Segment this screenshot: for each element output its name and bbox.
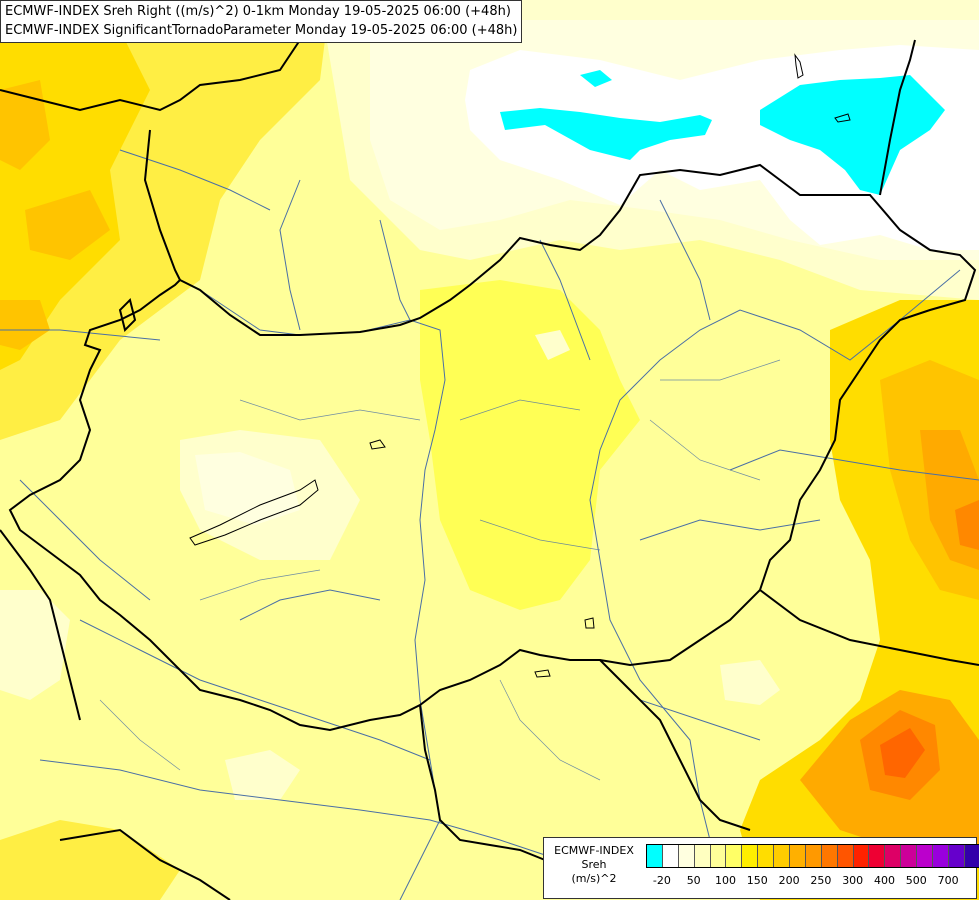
legend-tick-label: 500 [905,874,927,887]
legend-swatch [647,845,663,867]
river-west-2 [0,329,161,341]
legend-swatch [790,845,806,867]
legend-swatch [774,845,791,867]
border-sw [0,529,81,721]
legend-swatches [646,844,979,868]
sreh-zone-center-bright [420,280,640,610]
legend-swatch [837,845,854,867]
legend-swatch [917,845,934,867]
legend-tick-label: 100 [715,874,736,887]
legend-tick-label: 200 [778,874,800,887]
lake-small-5 [794,53,804,79]
map-title-line-1: ECMWF-INDEX Sreh Right ((m/s)^2) 0-1km M… [5,4,511,19]
sreh-zone-center-paler [195,452,300,525]
color-legend: ECMWF-INDEX Sreh (m/s)^2 -20 50 100 150 200 2… [543,837,979,899]
sreh-zone-west-orange [0,80,50,170]
border-se-1 [759,589,979,666]
legend-swatch [869,845,886,867]
legend-swatch [901,845,918,867]
river-drava [79,619,431,761]
legend-swatch [948,845,965,867]
border-south-2 [599,659,751,831]
legend-swatch [678,845,695,867]
admin-lines [99,359,781,781]
rivers [0,149,979,900]
lake-small-1 [369,439,386,450]
sreh-zone-sw-light [0,590,70,700]
border-ne [879,39,916,196]
border-south-1 [419,704,546,861]
river-sw [19,479,151,601]
river-north-2 [379,219,411,321]
legend-ticks: -20 50 100 150 200 250 300 400 500 700 [646,874,976,890]
legend-swatch [726,845,743,867]
legend-label-unit: (m/s)^2 [571,872,617,885]
river-east-2 [639,519,821,541]
lake-small-2 [834,113,851,123]
sreh-zone-se-light [720,660,780,705]
legend-swatch [853,845,870,867]
sreh-zone-sw-light-2 [225,750,300,800]
legend-swatch [694,845,711,867]
river-north-4 [659,199,711,321]
legend-swatch [821,845,838,867]
legend-swatch [805,845,822,867]
legend-tick-label: 150 [746,874,768,887]
sreh-zone-cyan-1 [500,108,712,160]
river-center-1 [239,589,381,621]
river-tisza [589,269,961,881]
river-north-1 [279,179,301,331]
legend-swatch [885,845,902,867]
sreh-zone-center-pale-spot [535,330,570,360]
legend-label-parameter: Sreh [581,858,607,871]
river-east-1 [729,449,979,481]
river-sava [39,759,561,861]
sreh-zone-east-red [955,500,979,550]
border-s-2 [59,828,231,900]
legend-tick-label: 700 [937,874,959,887]
legend-swatch [662,845,679,867]
lakes [189,53,851,678]
lake-small-3 [534,669,551,678]
legend-swatch [742,845,759,867]
sreh-zone-cyan-3 [760,75,945,195]
map-title-line-2: ECMWF-INDEX SignificantTornadoParameter … [5,23,518,38]
border-north-2 [143,129,181,281]
legend-swatch [758,845,775,867]
lake-balaton [189,479,319,546]
legend-swatch [933,845,949,867]
legend-swatch [710,845,727,867]
river-west-1 [119,149,271,211]
legend-tick-label: 300 [842,874,864,887]
river-north-3 [539,239,591,361]
legend-tick-label: 250 [810,874,832,887]
sreh-zone-se-red [880,728,925,778]
border-hungary [8,163,977,732]
sreh-zone-cyan-2 [580,70,612,87]
sreh-zone-west-orange-2 [25,190,110,260]
legend-tick-label: 50 [686,874,701,887]
legend-label: ECMWF-INDEX Sreh (m/s)^2 [546,844,642,886]
border-w-inlet [118,298,137,332]
legend-swatch [964,845,979,867]
legend-tick-label: -20 [652,874,671,887]
sreh-zone-west-orange-3 [0,300,50,350]
legend-tick-label: 400 [874,874,895,887]
lake-small-4 [584,617,595,629]
map-title-box: ECMWF-INDEX Sreh Right ((m/s)^2) 0-1km M… [0,0,523,43]
legend-label-model: ECMWF-INDEX [554,844,634,857]
